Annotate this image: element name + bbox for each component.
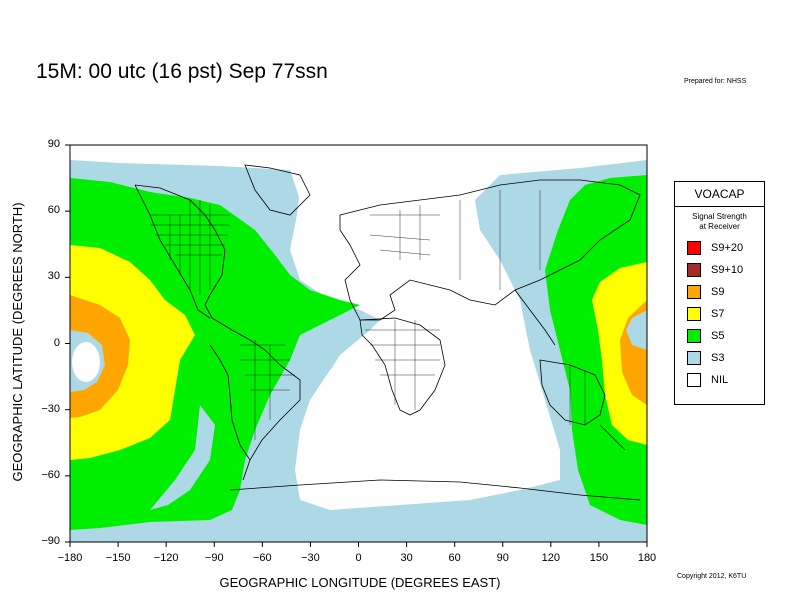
legend-title: VOACAP [675,182,764,207]
legend-swatch [687,307,701,321]
y-tick-label: 0 [53,336,60,349]
x-tick-label: −30 [301,552,320,564]
y-axis-label: GEOGRAPHIC LATITUDE (DEGREES NORTH) [10,202,25,482]
legend-item: S9+20 [687,240,743,256]
s3-south-pacific-patch [150,405,215,510]
x-tick-label: −150 [105,552,131,564]
x-tick-label: 60 [448,552,461,564]
legend-label: S9 [711,286,725,298]
legend-swatch [687,373,701,387]
x-tick-label: −90 [204,552,224,564]
legend-label: S9+20 [711,242,744,254]
x-tick-label: 180 [637,552,657,564]
s5-region-pacific-east [545,175,647,525]
legend-item: S5 [687,328,724,344]
borders [150,190,586,440]
y-tick-label: −90 [41,535,60,547]
coverage-layer [70,145,647,542]
x-tick-label: 90 [496,552,509,564]
x-tick-label: −180 [57,552,83,564]
legend-swatch [687,329,701,343]
legend-swatch [687,285,701,299]
copyright-note: Copyright 2012, K6TU [677,573,747,580]
legend-item: S7 [687,306,724,322]
legend-item: S9+10 [687,262,743,278]
legend-subtitle: Signal Strength at Receiver [675,212,764,232]
x-tick-label: −120 [153,552,179,564]
legend-label: NIL [711,374,729,386]
legend-swatch [687,263,701,277]
y-tick-label: 60 [47,204,60,217]
legend-item: S9 [687,284,724,300]
x-tick-label: 150 [589,552,609,564]
legend-label: S3 [711,352,725,364]
y-tick-label: 30 [47,270,60,283]
legend-label: S7 [711,308,725,320]
s3-arctic-gap [290,168,550,500]
s5-region-americas [70,178,360,530]
legend: VOACAP Signal Strength at Receiver S9+20… [674,181,765,405]
map-title: 15M: 00 utc (16 pst) Sep 77ssn [36,60,328,83]
x-tick-label: 0 [355,552,362,564]
legend-swatch [687,241,701,255]
s7-region-east [592,262,647,445]
legend-label: S5 [711,330,725,342]
y-tick-label: −30 [41,402,60,415]
legend-subtitle-line2: at Receiver [699,222,740,231]
axis-ticks [65,144,648,547]
x-tick-label: 30 [400,552,413,564]
x-tick-label: 120 [541,552,561,564]
legend-label: S9+10 [711,264,744,276]
x-tick-label: −60 [252,552,272,564]
y-tick-label: −60 [41,468,60,481]
legend-item: S3 [687,350,724,366]
s3-core-east [626,310,647,350]
legend-subtitle-line1: Signal Strength [692,212,747,221]
nil-core-west [72,342,100,382]
legend-swatch [687,351,701,365]
x-axis-label: GEOGRAPHIC LONGITUDE (DEGREES EAST) [219,575,501,590]
y-tick-label: 90 [47,138,60,150]
prepared-for-note: Prepared for: NHSS [684,78,747,85]
legend-item: NIL [687,372,728,388]
